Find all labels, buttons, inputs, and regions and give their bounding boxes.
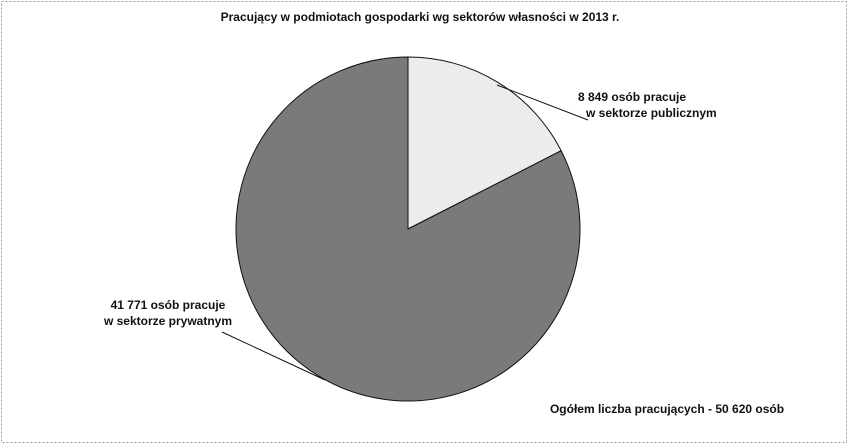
data-label: w sektorze prywatnym: [103, 314, 232, 328]
pie: [235, 56, 581, 402]
data-label: w sektorze publicznym: [585, 106, 717, 120]
chart-title: Pracujący w podmiotach gospodarki wg sek…: [221, 10, 620, 24]
data-label: 8 849 osób pracuje: [578, 90, 686, 104]
pie-slice: [235, 56, 581, 402]
data-label: 41 771 osób pracuje: [111, 298, 226, 312]
leader-line: [221, 331, 326, 381]
pie-slice: [407, 56, 562, 230]
annotation: Ogółem liczba pracujących - 50 620 osób: [550, 402, 784, 416]
leader-line: [496, 84, 589, 121]
